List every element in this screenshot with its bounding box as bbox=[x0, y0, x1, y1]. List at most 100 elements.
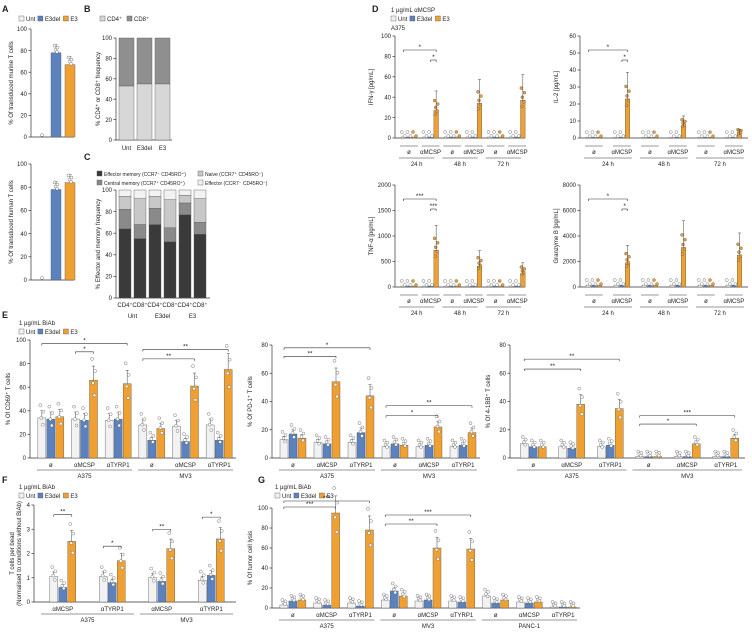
panel-e-pd1-point bbox=[280, 430, 285, 434]
panel-d-ifng-point bbox=[520, 104, 524, 109]
panel-f-point bbox=[220, 529, 224, 533]
panel-e-pd1-point bbox=[358, 430, 363, 434]
panel-g-point bbox=[400, 587, 404, 592]
panel-g-point bbox=[359, 603, 364, 607]
panel-d-ifng-point bbox=[517, 134, 521, 138]
panel-g-sig2-star: *** bbox=[323, 495, 331, 502]
panel-g-bar bbox=[423, 599, 433, 609]
panel-d-il2-point bbox=[621, 134, 626, 138]
panel-d-granzyme-point bbox=[655, 282, 659, 286]
panel-d-granzyme-sig2-star: * bbox=[623, 203, 626, 210]
panel-e-pd1-cell-label: A375 bbox=[320, 474, 335, 480]
panel-d-granzyme-point bbox=[730, 278, 735, 282]
panel-a-human-ytick-label: 0 bbox=[24, 278, 28, 284]
panel-f-ytick-label: 0 bbox=[27, 600, 31, 606]
panel-b-xtick-label: Unt bbox=[122, 146, 132, 152]
panel-c-group-label: E3 bbox=[189, 314, 197, 320]
panel-e-cd69-point bbox=[224, 344, 229, 348]
panel-e-41bb-point bbox=[598, 438, 602, 443]
panel-e-pd1-point bbox=[453, 445, 457, 449]
panel-d-ifng-bar bbox=[455, 136, 461, 139]
panel-d-granzyme-point bbox=[596, 278, 600, 282]
panel-g-cond-label: αTYRP1 bbox=[450, 613, 473, 619]
panel-e-41bb-point bbox=[571, 446, 575, 450]
panel-d-granzyme-point bbox=[585, 278, 589, 282]
panel-d-ifng-point bbox=[408, 134, 413, 138]
panel-d-granzyme-bar bbox=[653, 284, 659, 288]
panel-d-il2-point bbox=[590, 130, 595, 134]
panel-f-point bbox=[150, 575, 154, 579]
panel-g-point bbox=[571, 604, 575, 608]
panel-d-ifng-point bbox=[446, 134, 450, 138]
panel-e-pd1-point bbox=[333, 382, 338, 387]
panel-e-pd1-point bbox=[391, 435, 396, 439]
panel-d-granzyme-bar bbox=[709, 284, 715, 288]
panel-d-il2-cond-label: αMCSP bbox=[723, 150, 744, 156]
panel-e-cd69-point bbox=[90, 357, 94, 361]
panel-d-tnfa-point bbox=[511, 283, 515, 287]
panel-e-cd69-bar bbox=[122, 383, 132, 459]
panel-g-bar bbox=[432, 547, 442, 609]
panel-e-cd69-point bbox=[73, 417, 77, 421]
panel-d-tnfa-point bbox=[476, 266, 481, 271]
panel-e-41bb-point bbox=[577, 386, 581, 391]
panel-d-granzyme-point bbox=[590, 278, 595, 282]
panel-f-point bbox=[100, 565, 104, 569]
panel-d-granzyme-point bbox=[674, 278, 679, 282]
panel-d-granzyme-point bbox=[733, 282, 738, 286]
panel-d-ifng-point bbox=[522, 90, 527, 95]
panel-d-ifng-point bbox=[403, 134, 407, 138]
panel-e-cd69-point bbox=[227, 385, 231, 389]
panel-d-il2-point bbox=[708, 130, 712, 134]
panel-c-bar-seg bbox=[118, 209, 132, 230]
panel-d-ifng-point bbox=[468, 134, 472, 138]
panel-e-cd69-point bbox=[192, 386, 196, 391]
panel-e-41bb-cond-label: ø bbox=[531, 463, 535, 469]
panel-f-point bbox=[200, 577, 204, 581]
panel-d-tnfa-point bbox=[408, 283, 413, 287]
panel-e-pd1-point bbox=[351, 436, 356, 440]
panel-d-ifng-point bbox=[405, 130, 410, 134]
panel-e-pd1-point bbox=[335, 394, 339, 399]
panel-d-granzyme-ytick-label: 8000 bbox=[563, 183, 577, 189]
panel-e-pd1-point bbox=[299, 435, 304, 439]
panel-d-tnfa-point bbox=[468, 283, 472, 287]
panel-d-tnfa-cond-label: αMCSP bbox=[507, 299, 528, 305]
panel-e-pd1-point bbox=[428, 439, 433, 443]
panel-d-legend-entry-2: E3 bbox=[442, 17, 450, 23]
panel-g-bar bbox=[466, 548, 475, 609]
panel-g-point bbox=[434, 548, 439, 552]
panel-g-point bbox=[553, 604, 557, 608]
panel-d-tnfa-bar bbox=[422, 285, 428, 288]
panel-e-cd69-point bbox=[209, 417, 214, 421]
panel-f-point bbox=[59, 578, 63, 583]
panel-d-granzyme-time-label: 72 h bbox=[714, 311, 726, 317]
panel-d-ifng-bar bbox=[444, 136, 450, 139]
panel-b-legend-entry: CD8⁺ bbox=[134, 16, 149, 23]
panel-d-legend-swatch-1 bbox=[409, 15, 416, 22]
panel-c-bar-seg bbox=[178, 202, 192, 216]
panel-d-tnfa-ylabel: TNF-α [pg/mL] bbox=[369, 216, 375, 255]
panel-d-il2-point bbox=[705, 134, 710, 138]
panel-g-sig1-star: *** bbox=[306, 501, 314, 508]
panel-d-ifng-ytick-label: 40 bbox=[384, 95, 391, 101]
panel-d-il2-cond-label: αMCSP bbox=[611, 150, 632, 156]
panel-d-granzyme-ytick-label: 0 bbox=[573, 285, 577, 291]
panel-e-41bb-point bbox=[648, 453, 652, 458]
panel-e-pd1-bar bbox=[331, 381, 341, 459]
panel-d-tnfa-point bbox=[517, 283, 521, 287]
panel-d-ifng-time-label: 24 h bbox=[411, 162, 423, 168]
panel-d-tnfa-point bbox=[519, 265, 524, 269]
panel-d-il2-cond-label: ø bbox=[648, 150, 652, 156]
panel-d-granzyme-bar bbox=[597, 284, 603, 288]
panel-d-tnfa-point bbox=[414, 283, 418, 287]
panel-e-pd1-point bbox=[292, 427, 297, 431]
panel-g-ytick-label: 60 bbox=[261, 546, 268, 552]
panel-g-point bbox=[427, 597, 431, 602]
panel-e-cd69-ytick-label: 40 bbox=[19, 409, 26, 415]
panel-e-pd1-ylabel: % Of PD-1⁺ T cells bbox=[247, 376, 254, 427]
panel-e-41bb-point bbox=[607, 437, 611, 441]
panel-e-pd1-point bbox=[468, 421, 473, 425]
panel-d-ifng-point bbox=[486, 130, 491, 134]
panel-d-tnfa-point bbox=[452, 283, 456, 287]
